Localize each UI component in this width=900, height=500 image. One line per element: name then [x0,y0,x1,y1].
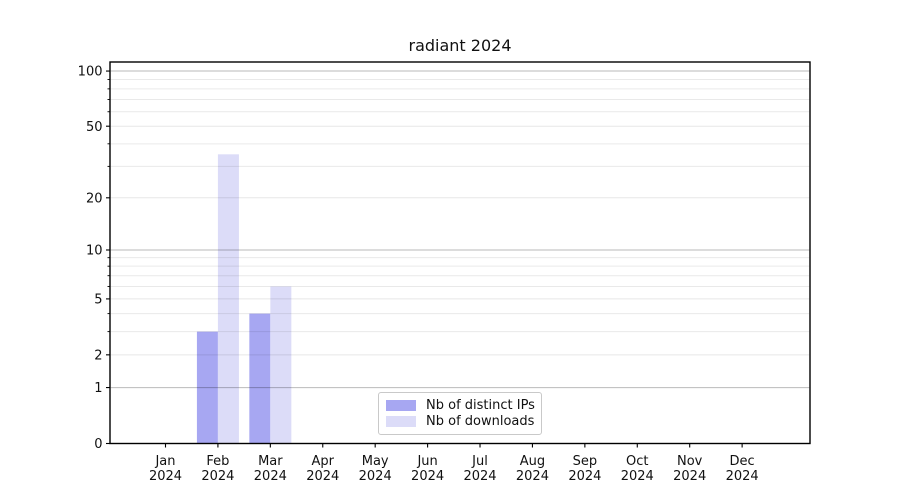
y-tick-label-0: 0 [94,437,102,452]
x-tick-label-year-oct: 2024 [621,469,654,484]
x-tick-label-month-apr: Apr [312,454,335,469]
x-tick-label-month-sep: Sep [573,454,598,469]
x-tick-label-year-aug: 2024 [516,469,549,484]
legend: Nb of distinct IPs Nb of downloads [378,392,542,435]
x-tick-label-year-jul: 2024 [463,469,496,484]
y-tick-label-5: 5 [94,293,102,308]
bar-downloads-feb [217,154,239,444]
x-tick-label-month-may: May [362,454,389,469]
legend-item-downloads: Nb of downloads [386,414,535,431]
x-tick-label-month-feb: Feb [206,454,229,469]
x-tick-label-month-nov: Nov [677,454,703,469]
legend-label-downloads: Nb of downloads [426,414,535,430]
x-tick-label-year-apr: 2024 [306,469,339,484]
x-tick-label-month-jun: Jun [416,454,437,469]
x-tick-label-year-mar: 2024 [254,469,287,484]
x-tick-label-month-jul: Jul [471,454,488,469]
legend-swatch-downloads-icon [386,416,416,428]
x-tick-label-month-jan: Jan [154,454,175,469]
x-tick-label-year-nov: 2024 [673,469,706,484]
x-tick-label-year-jun: 2024 [411,469,444,484]
x-tick-label-month-oct: Oct [626,454,648,469]
x-tick-label-year-dec: 2024 [726,469,759,484]
chart-title: radiant 2024 [408,36,512,55]
legend-label-distinct-ips: Nb of distinct IPs [426,397,535,413]
bar-distinct-ips-feb [196,331,218,444]
y-tick-label-10: 10 [86,244,103,259]
bar-downloads-mar [270,286,292,444]
axes-spines [109,61,811,445]
y-tick-label-20: 20 [86,191,103,206]
legend-item-distinct-ips: Nb of distinct IPs [386,397,535,414]
x-tick-label-month-aug: Aug [520,454,545,469]
x-tick-label-year-sep: 2024 [568,469,601,484]
y-tick-label-2: 2 [94,348,102,363]
x-tick-label-month-dec: Dec [730,454,755,469]
legend-swatch-distinct-ips-icon [386,399,416,411]
y-tick-label-50: 50 [86,120,103,135]
bar-distinct-ips-mar [249,313,271,444]
y-tick-label-100: 100 [78,65,103,80]
y-tick-label-1: 1 [94,381,102,396]
x-tick-label-year-may: 2024 [359,469,392,484]
x-tick-label-year-jan: 2024 [149,469,182,484]
x-tick-label-month-mar: Mar [258,454,283,469]
x-tick-label-year-feb: 2024 [201,469,234,484]
